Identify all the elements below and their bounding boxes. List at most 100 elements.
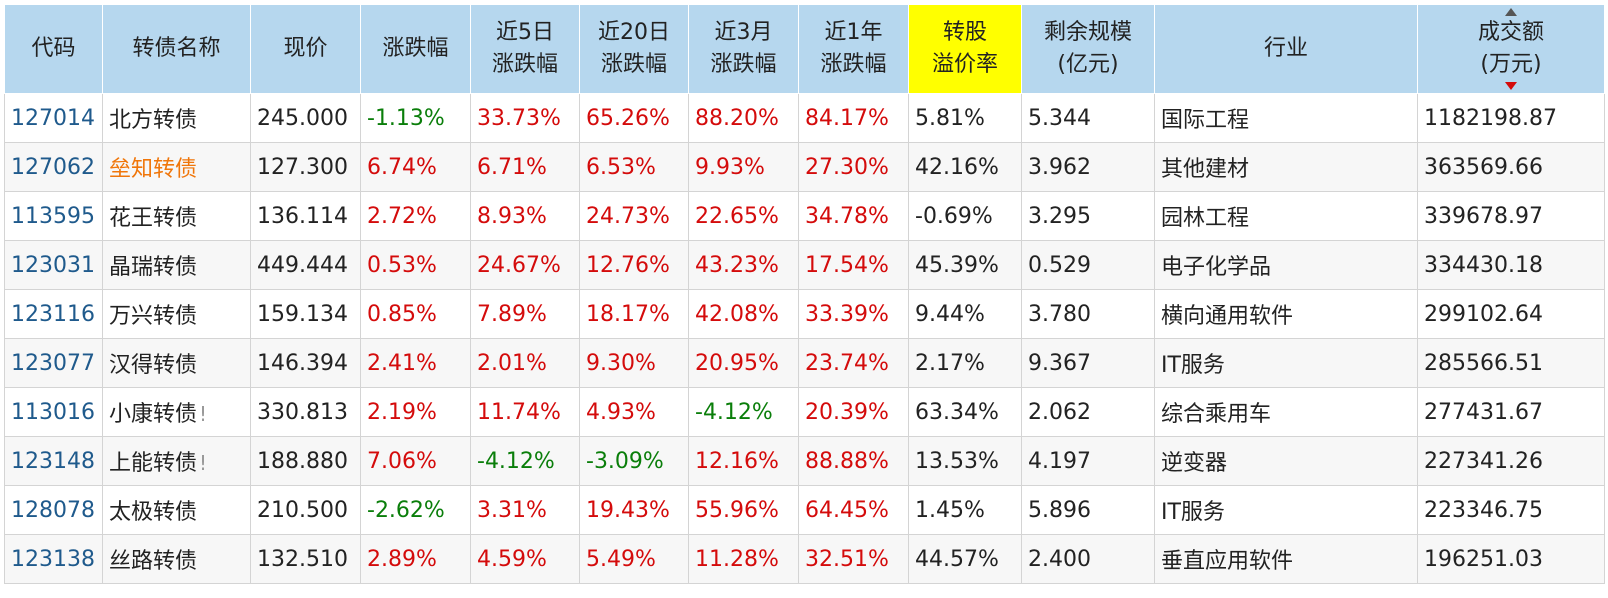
cell-industry: 电子化学品 xyxy=(1154,240,1418,290)
bond-name-text[interactable]: 上能转债 xyxy=(109,451,198,476)
cell-industry: IT服务 xyxy=(1154,338,1418,388)
bond-name-text[interactable]: 万兴转债 xyxy=(109,304,198,329)
table-row: 127014 北方转债 245.000 -1.13% 33.73% 65.26% 88.20… xyxy=(4,93,1605,143)
column-header-label: 代码 xyxy=(31,36,76,61)
column-header-code[interactable]: 代码 xyxy=(4,4,103,94)
column-header-industry[interactable]: 行业 xyxy=(1154,4,1418,94)
cell-name[interactable]: 丝路转债 xyxy=(102,534,251,584)
cell-code[interactable]: 123031 xyxy=(4,240,103,290)
cell-scale: 2.400 xyxy=(1021,534,1155,584)
cell-code[interactable]: 128078 xyxy=(4,485,103,535)
bond-name-text[interactable]: 小康转债 xyxy=(109,402,198,427)
cell-price: 210.500 xyxy=(250,485,361,535)
sort-down-arrow-icon[interactable] xyxy=(1505,82,1517,90)
column-header-label: 涨跌幅 xyxy=(710,52,777,77)
cell-scale: 4.197 xyxy=(1021,436,1155,486)
column-header-chg3m[interactable]: 近3月 涨跌幅 xyxy=(688,4,799,94)
cell-price: 127.300 xyxy=(250,142,361,192)
cell-code[interactable]: 113595 xyxy=(4,191,103,241)
cell-scale: 3.780 xyxy=(1021,289,1155,339)
cell-name[interactable]: 太极转债 xyxy=(102,485,251,535)
cell-premium: 13.53% xyxy=(908,436,1022,486)
column-header-chg5d[interactable]: 近5日 涨跌幅 xyxy=(470,4,580,94)
warning-mark-icon: ! xyxy=(199,402,208,426)
cell-name[interactable]: 万兴转债 xyxy=(102,289,251,339)
cell-scale: 2.062 xyxy=(1021,387,1155,437)
cell-volume: 277431.67 xyxy=(1417,387,1605,437)
cell-name[interactable]: 北方转债 xyxy=(102,93,251,143)
cell-scale: 0.529 xyxy=(1021,240,1155,290)
cell-code[interactable]: 127014 xyxy=(4,93,103,143)
column-header-label: 行业 xyxy=(1263,36,1308,61)
cell-chg5d: 7.89% xyxy=(470,289,580,339)
cell-price: 159.134 xyxy=(250,289,361,339)
column-header-name[interactable]: 转债名称 xyxy=(102,4,251,94)
cell-price: 146.394 xyxy=(250,338,361,388)
cell-chg5d: 11.74% xyxy=(470,387,580,437)
bond-name-text[interactable]: 晶瑞转债 xyxy=(109,255,198,280)
cell-name[interactable]: 上能转债! xyxy=(102,436,251,486)
cell-scale: 9.367 xyxy=(1021,338,1155,388)
table-row: 113595 花王转债 136.114 2.72% 8.93% 24.73% 22.65% 3… xyxy=(4,191,1605,241)
cell-name[interactable]: 垒知转债 xyxy=(102,142,251,192)
table-row: 123138 丝路转债 132.510 2.89% 4.59% 5.49% 11.28% 32… xyxy=(4,534,1605,584)
cell-industry: 园林工程 xyxy=(1154,191,1418,241)
column-header-label: 成交额 xyxy=(1477,20,1544,45)
bond-name-text[interactable]: 北方转债 xyxy=(109,108,198,133)
column-header-volume[interactable]: 成交额 (万元) xyxy=(1417,4,1605,94)
column-header-premium[interactable]: 转股 溢价率 xyxy=(908,4,1022,94)
cell-premium: 9.44% xyxy=(908,289,1022,339)
cell-chg5d: -4.12% xyxy=(470,436,580,486)
column-header-label: 近20日 xyxy=(598,20,670,45)
cell-price: 136.114 xyxy=(250,191,361,241)
cell-chg20d: 65.26% xyxy=(579,93,689,143)
cell-code[interactable]: 123148 xyxy=(4,436,103,486)
table-body: 127014 北方转债 245.000 -1.13% 33.73% 65.26% 88.20… xyxy=(4,93,1605,584)
cell-volume: 285566.51 xyxy=(1417,338,1605,388)
bond-name-text[interactable]: 垒知转债 xyxy=(109,157,198,182)
column-header-label: 涨跌幅 xyxy=(382,36,449,61)
column-header-label: 涨跌幅 xyxy=(600,52,667,77)
cell-industry: IT服务 xyxy=(1154,485,1418,535)
bond-name-text[interactable]: 汉得转债 xyxy=(109,353,198,378)
bond-name-text[interactable]: 太极转债 xyxy=(109,500,198,525)
column-header-price[interactable]: 现价 xyxy=(250,4,361,94)
cell-volume: 223346.75 xyxy=(1417,485,1605,535)
cell-name[interactable]: 小康转债! xyxy=(102,387,251,437)
cell-code[interactable]: 123077 xyxy=(4,338,103,388)
cell-code[interactable]: 113016 xyxy=(4,387,103,437)
sort-up-arrow-icon[interactable] xyxy=(1505,8,1517,16)
column-header-label: 涨跌幅 xyxy=(820,52,887,77)
bond-name-text[interactable]: 丝路转债 xyxy=(109,549,198,574)
cell-chg: -2.62% xyxy=(360,485,471,535)
column-header-chg20d[interactable]: 近20日涨跌幅 xyxy=(579,4,689,94)
cell-code[interactable]: 123138 xyxy=(4,534,103,584)
cell-price: 330.813 xyxy=(250,387,361,437)
column-header-label: 转债名称 xyxy=(132,36,221,61)
column-header-chg[interactable]: 涨跌幅 xyxy=(360,4,471,94)
cell-chg5d: 4.59% xyxy=(470,534,580,584)
column-header-label: (万元) xyxy=(1480,52,1542,77)
cell-name[interactable]: 晶瑞转债 xyxy=(102,240,251,290)
cell-price: 449.444 xyxy=(250,240,361,290)
cell-name[interactable]: 花王转债 xyxy=(102,191,251,241)
cell-chg5d: 8.93% xyxy=(470,191,580,241)
cell-industry: 综合乘用车 xyxy=(1154,387,1418,437)
cell-name[interactable]: 汉得转债 xyxy=(102,338,251,388)
cell-premium: 44.57% xyxy=(908,534,1022,584)
cell-chg20d: 18.17% xyxy=(579,289,689,339)
cell-code[interactable]: 123116 xyxy=(4,289,103,339)
cell-chg1y: 64.45% xyxy=(798,485,909,535)
cell-chg3m: 11.28% xyxy=(688,534,799,584)
cell-volume: 227341.26 xyxy=(1417,436,1605,486)
table-row: 123031 晶瑞转债 449.444 0.53% 24.67% 12.76% 43.23%… xyxy=(4,240,1605,290)
cell-volume: 363569.66 xyxy=(1417,142,1605,192)
column-header-scale[interactable]: 剩余规模 (亿元) xyxy=(1021,4,1155,94)
cell-chg1y: 27.30% xyxy=(798,142,909,192)
cell-scale: 3.962 xyxy=(1021,142,1155,192)
cell-chg1y: 20.39% xyxy=(798,387,909,437)
cell-code[interactable]: 127062 xyxy=(4,142,103,192)
bond-name-text[interactable]: 花王转债 xyxy=(109,206,198,231)
column-header-chg1y[interactable]: 近1年 涨跌幅 xyxy=(798,4,909,94)
cell-chg: 0.53% xyxy=(360,240,471,290)
